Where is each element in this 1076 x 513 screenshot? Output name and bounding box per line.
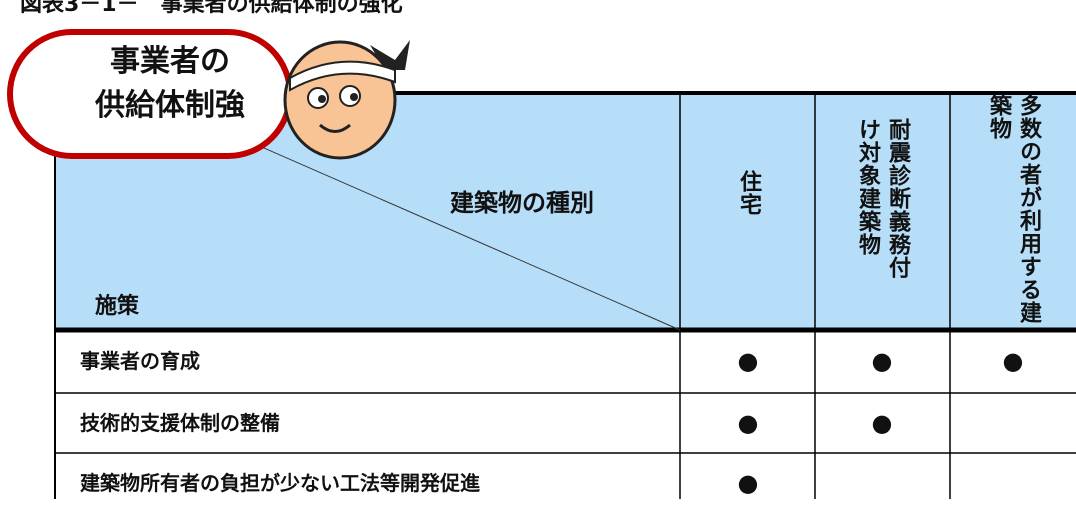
table-frame (7, 29, 1076, 499)
page: 図表3－1－ 事業者の供給体制の強化 事業者の 供給体制強 建築物の種別 施策 … (7, 0, 1076, 499)
diagonal (199, 119, 681, 331)
mark: ● (871, 347, 893, 375)
callout-text: 事業者の 供給体制強 (70, 40, 270, 128)
column-header: 住宅 (736, 170, 761, 216)
callout-line: 供給体制強 (95, 88, 245, 123)
row-label: 建築物所有者の負担が少ない工法等開発促進 (80, 471, 480, 495)
corner-bottom: 施策 (95, 294, 140, 319)
column-header: 多数の者が利用する建築物 (986, 94, 1041, 324)
mark: ● (737, 469, 759, 497)
mark: ● (1002, 347, 1024, 375)
row-label: 事業者の育成 (80, 349, 200, 373)
row-label: 技術的支援体制の整備 (80, 411, 280, 435)
callout-line: 事業者の (110, 44, 230, 79)
figure-title: 図表3－1－ 事業者の供給体制の強化 (20, 0, 403, 17)
mark: ● (737, 409, 759, 437)
column-header: 耐震診断義務付け対象建築物 (855, 118, 910, 279)
mascot (283, 40, 410, 160)
mark: ● (737, 347, 759, 375)
mark: ● (871, 409, 893, 437)
corner-top: 建築物の種別 (450, 189, 594, 217)
